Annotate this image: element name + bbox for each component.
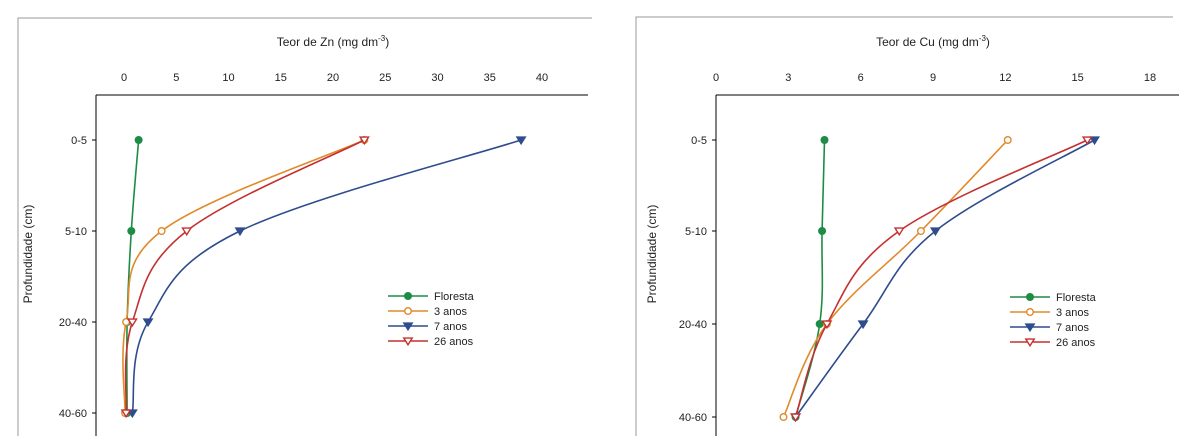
- data-point: [916, 226, 925, 235]
- series-line: [126, 139, 140, 414]
- x-axis-title: Teor de Cu (mg dm-3): [876, 34, 990, 49]
- x-tick-label: 15: [1072, 72, 1084, 84]
- data-point: [142, 318, 154, 328]
- x-tick-label: 25: [379, 72, 391, 84]
- legend-label: 26 anos: [1056, 337, 1096, 349]
- data-point: [857, 320, 869, 330]
- legend-label: 7 anos: [1056, 322, 1090, 334]
- legend-marker: [404, 292, 413, 301]
- series-floresta: [123, 135, 143, 418]
- chart-frame: [635, 16, 1173, 436]
- data-point: [821, 320, 833, 330]
- y-tick-label: 40-60: [679, 412, 707, 424]
- legend: Floresta 3 anos 7 anos 26 anos: [388, 291, 475, 348]
- legend: Floresta 3 anos 7 anos 26 anos: [1010, 292, 1097, 349]
- data-point: [1003, 135, 1012, 144]
- series-26-anos: [790, 136, 1093, 423]
- series-line: [794, 139, 1095, 418]
- y-tick-label: 40-60: [59, 408, 87, 420]
- data-point: [815, 320, 824, 329]
- x-tick-label: 0: [121, 72, 127, 84]
- chart-frame: [17, 17, 592, 436]
- data-point: [358, 136, 370, 146]
- x-tick-label: 9: [930, 72, 936, 84]
- legend-marker: [402, 322, 414, 332]
- legend-marker: [404, 307, 413, 316]
- x-tick-label: 3: [785, 72, 791, 84]
- series-7-anos: [790, 136, 1101, 423]
- data-point: [126, 409, 138, 419]
- legend-label: 7 anos: [434, 321, 468, 333]
- legend-label: Floresta: [1056, 292, 1097, 304]
- x-tick-label: 30: [431, 72, 443, 84]
- series-line: [124, 139, 365, 414]
- y-tick-label: 20-40: [679, 319, 707, 331]
- zinc-depth-chart: Teor de Zn (mg dm-3) 0 5 10 15 20 25 30 35 40 Prof…: [17, 17, 592, 436]
- legend-marker: [1026, 293, 1035, 302]
- x-tick-label: 0: [713, 72, 719, 84]
- x-tick-label: 40: [536, 72, 548, 84]
- legend-label: 3 anos: [434, 306, 468, 318]
- series-floresta: [791, 135, 829, 422]
- x-tick-label: 10: [222, 72, 234, 84]
- series-line: [794, 139, 1088, 418]
- data-point: [790, 413, 802, 423]
- y-tick-label: 0-5: [71, 135, 87, 147]
- data-point: [126, 318, 138, 328]
- x-tick-label: 12: [999, 72, 1011, 84]
- data-point: [157, 226, 166, 235]
- data-point: [1081, 136, 1093, 146]
- y-axis-title: Profundidade (cm): [21, 205, 35, 304]
- legend-marker: [1024, 323, 1036, 333]
- series-26-anos: [120, 136, 370, 419]
- data-point: [820, 135, 829, 144]
- series-3-anos: [121, 135, 369, 418]
- data-point: [893, 227, 905, 237]
- series-line: [794, 139, 826, 418]
- data-point: [779, 413, 788, 422]
- data-point: [818, 226, 827, 235]
- data-point: [929, 227, 941, 237]
- zinc-chart-panel: Teor de Zn (mg dm-3) 0 5 10 15 20 25 30 35 40 Prof…: [17, 17, 592, 436]
- data-point: [134, 135, 143, 144]
- y-tick-label: 0-5: [691, 135, 707, 147]
- legend-marker: [1024, 338, 1036, 348]
- y-tick-label: 5-10: [65, 226, 87, 238]
- data-point: [515, 136, 527, 146]
- x-tick-label: 35: [484, 72, 496, 84]
- data-point: [127, 226, 136, 235]
- series-line: [122, 139, 365, 414]
- legend-label: 26 anos: [434, 336, 474, 348]
- series-line: [131, 139, 522, 414]
- series-line: [782, 139, 1009, 418]
- data-point: [120, 409, 132, 419]
- data-point: [234, 227, 246, 237]
- legend-label: 3 anos: [1056, 307, 1090, 319]
- legend-marker: [1026, 308, 1035, 317]
- x-tick-label: 6: [858, 72, 864, 84]
- data-point: [181, 227, 193, 237]
- legend-label: Floresta: [434, 291, 475, 303]
- series-7-anos: [126, 136, 527, 419]
- x-tick-label: 18: [1144, 72, 1156, 84]
- copper-chart-panel: Teor de Cu (mg dm-3) 0 3 6 9 12 15 18 Profundida…: [592, 0, 1183, 436]
- y-axis-title: Profundidade (cm): [645, 205, 659, 304]
- x-tick-label: 20: [327, 72, 339, 84]
- data-point: [1089, 136, 1101, 146]
- x-axis-title: Teor de Zn (mg dm-3): [277, 34, 390, 49]
- series-3-anos: [779, 135, 1012, 422]
- y-tick-label: 20-40: [59, 317, 87, 329]
- x-tick-label: 5: [173, 72, 179, 84]
- y-tick-label: 5-10: [685, 226, 707, 238]
- x-tick-label: 15: [275, 72, 287, 84]
- copper-depth-chart: Teor de Cu (mg dm-3) 0 3 6 9 12 15 18 Profundida…: [635, 16, 1179, 436]
- legend-marker: [402, 337, 414, 347]
